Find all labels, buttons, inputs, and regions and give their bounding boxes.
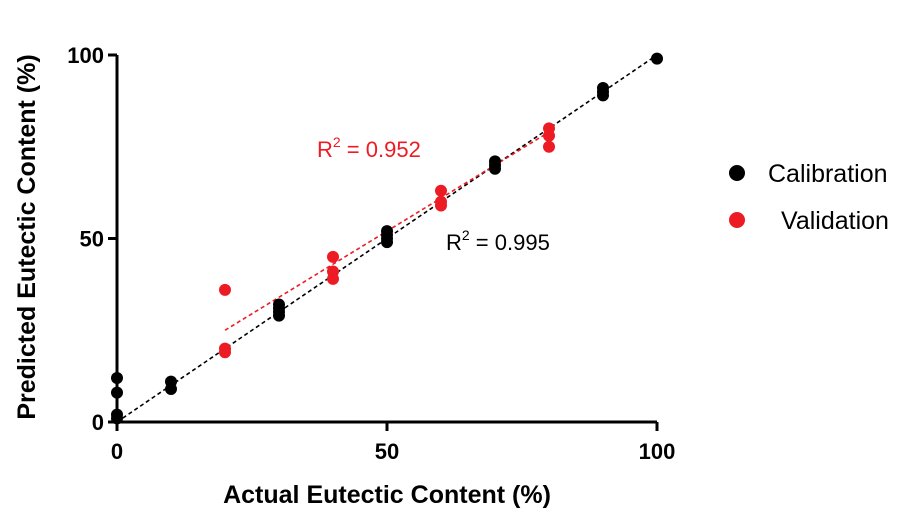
validation-point [543,140,555,153]
validation-r2-sup: 2 [333,134,341,150]
calibration-r2-text: = 0.995 [470,230,550,255]
validation-point [219,283,231,296]
calibration-r2-base: R [446,230,462,255]
calibration-point [489,155,501,168]
calibration-point [273,298,285,311]
x-axis-title: Actual Eutectic Content (%) [223,481,551,509]
validation-point [435,184,447,197]
calibration-r2-annotation: R2 = 0.995 [446,227,550,255]
calibration-r2-sup: 2 [462,227,470,243]
legend-label-validation: Validation [781,207,889,235]
data-points-group [111,52,663,425]
validation-r2-text: = 0.952 [341,137,421,162]
validation-point [435,195,447,208]
validation-point [327,265,339,278]
validation-point [327,250,339,263]
y-tick-label: 0 [92,410,104,435]
validation-point [543,122,555,135]
x-tick-label: 50 [375,439,399,464]
calibration-point [651,52,663,65]
calibration-point [597,82,609,95]
legend-marker-calibration [729,165,745,181]
calibration-point [165,375,177,388]
calibration-fit-line [116,54,658,423]
legend-label-calibration: Calibration [768,160,888,188]
legend: Calibration Validation [729,160,889,235]
validation-r2-annotation: R2 = 0.952 [317,134,421,162]
y-tick-label: 100 [67,43,104,68]
x-tick-label: 0 [111,439,123,464]
validation-r2-base: R [317,137,333,162]
calibration-point [381,225,393,238]
y-axis-title: Predicted Eutectic Content (%) [13,54,41,419]
legend-marker-validation [729,212,745,228]
y-tick-label: 50 [80,227,104,252]
validation-point [219,342,231,355]
x-tick-label: 100 [639,439,676,464]
ticks-group: 0 50 100 0 50 100 [67,43,675,464]
